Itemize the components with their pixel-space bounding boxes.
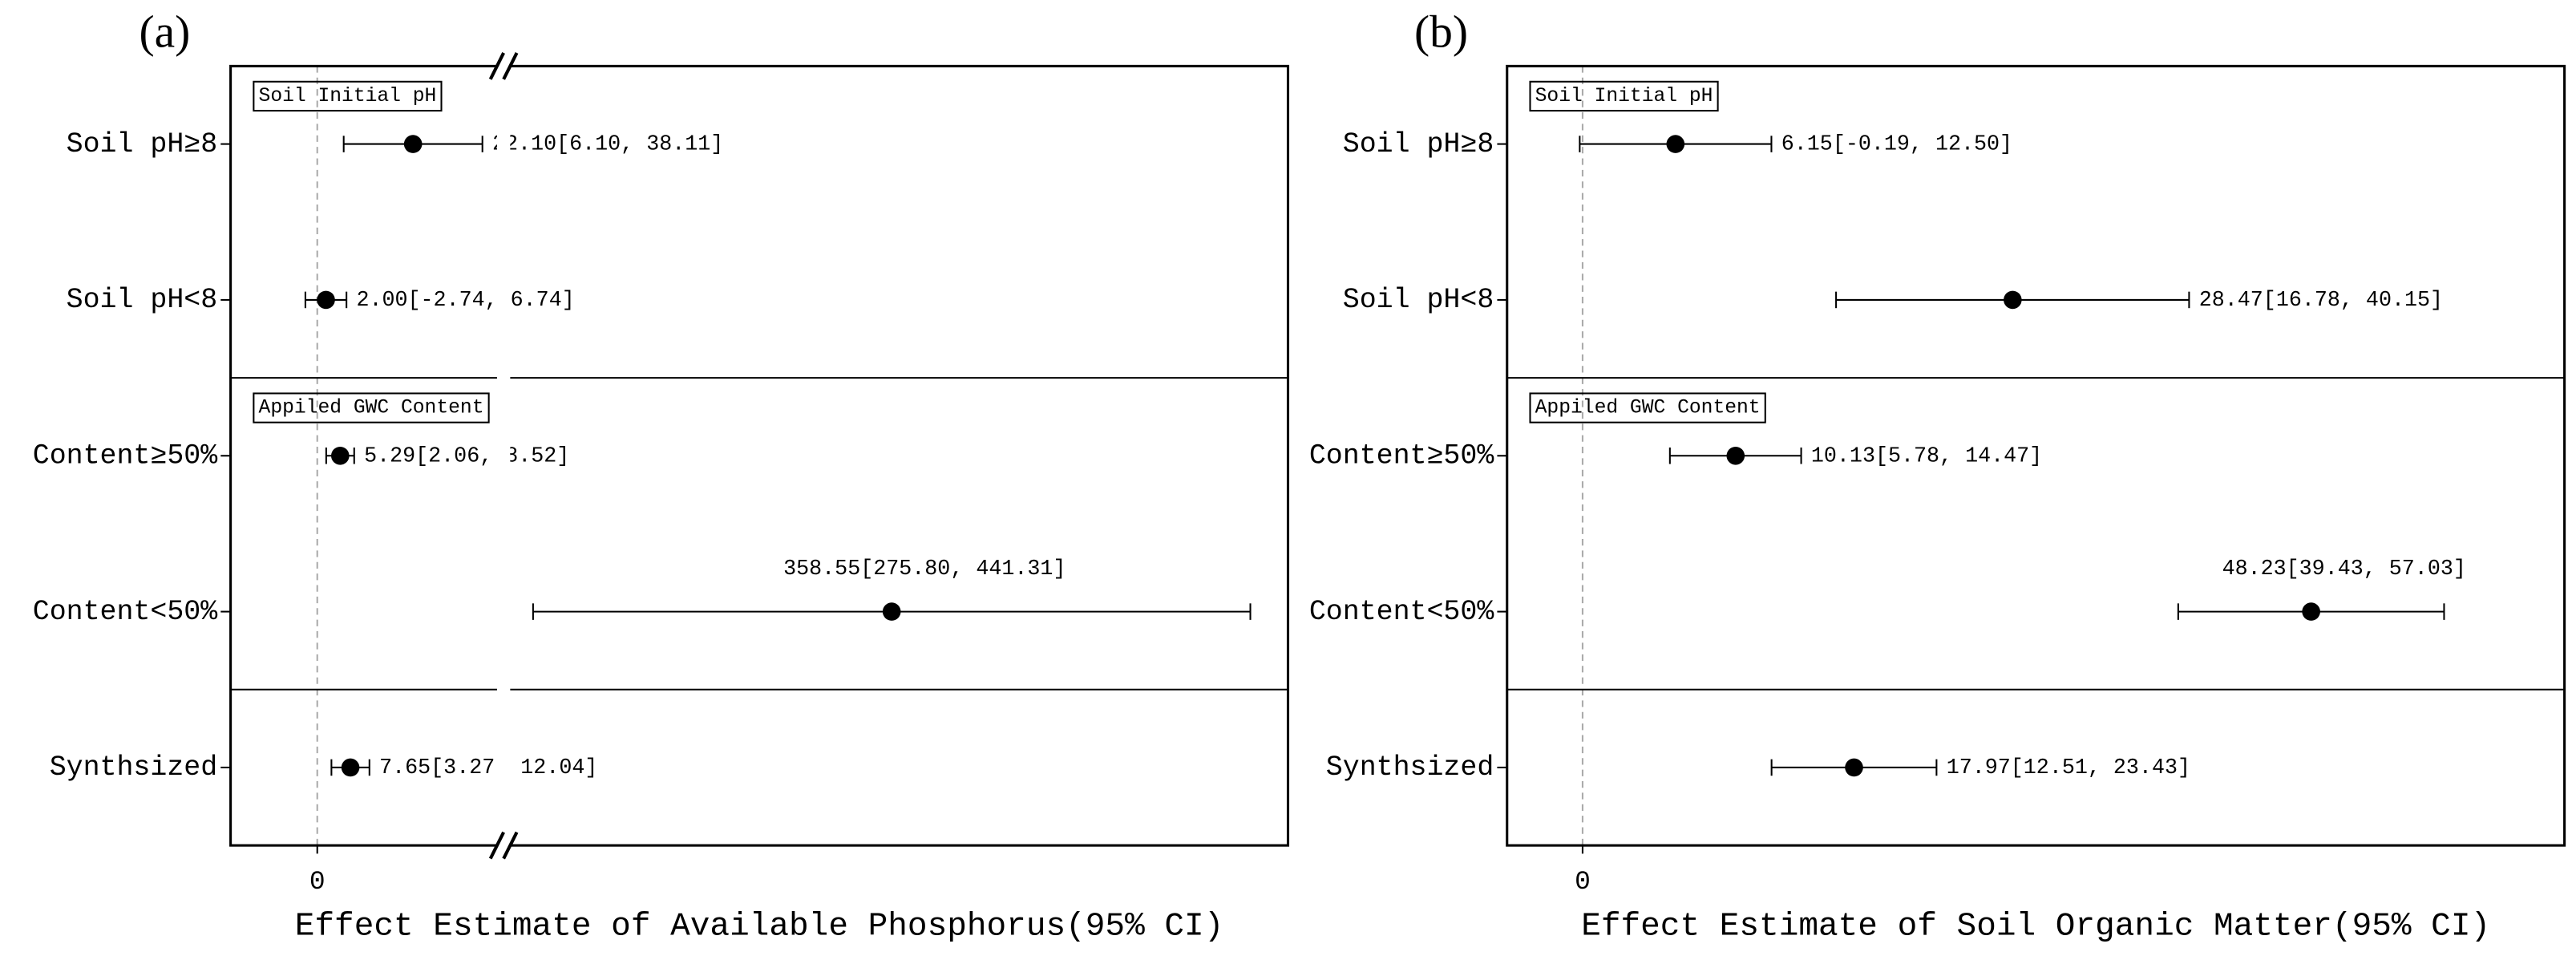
y-tick-label: Soil pH≥8 bbox=[67, 129, 218, 160]
point-estimate bbox=[317, 290, 335, 310]
y-tick-label: Soil pH<8 bbox=[1343, 285, 1494, 316]
value-label: 17.97[12.51, 23.43] bbox=[1947, 756, 2190, 780]
axis-break-gap bbox=[496, 59, 511, 853]
point-estimate bbox=[1666, 135, 1685, 153]
point-estimate bbox=[2302, 602, 2320, 621]
y-tick-label: Content<50% bbox=[1309, 597, 1494, 628]
plot-frame bbox=[1506, 64, 2566, 847]
y-tick-label: Content≥50% bbox=[33, 440, 217, 472]
y-tick-label: Soil pH≥8 bbox=[1343, 129, 1494, 160]
axis-break-mark bbox=[488, 52, 505, 80]
group-label-box bbox=[253, 392, 490, 423]
axis-break-mark bbox=[488, 831, 505, 860]
value-label: 22.10[6.10, 38.11] bbox=[492, 133, 723, 157]
value-label: 48.23[39.43, 57.03] bbox=[2222, 557, 2466, 581]
y-tick-label: Synthsized bbox=[50, 752, 217, 784]
group-label: Appiled GWC Content bbox=[1535, 397, 1761, 419]
point-estimate bbox=[331, 446, 350, 465]
point-estimate bbox=[403, 135, 423, 153]
y-tick-label: Synthsized bbox=[1326, 752, 1494, 784]
y-tick-label: Content<50% bbox=[33, 597, 217, 628]
x-tick-label: 0 bbox=[309, 867, 326, 897]
value-label: 6.15[-0.19, 12.50] bbox=[1781, 133, 2012, 157]
axis-break-mark bbox=[502, 831, 519, 860]
value-label: 7.65[3.27, 12.04] bbox=[379, 756, 597, 780]
group-label: Soil Initial pH bbox=[259, 85, 437, 107]
group-label-box bbox=[1529, 392, 1766, 423]
value-label: 358.55[275.80, 441.31] bbox=[783, 557, 1066, 581]
value-label: 5.29[2.06, 8.52] bbox=[364, 444, 569, 468]
x-axis-label: Effect Estimate of Available Phosphorus(… bbox=[295, 909, 1224, 946]
value-label: 10.13[5.78, 14.47] bbox=[1811, 444, 2042, 468]
point-estimate bbox=[2004, 290, 2022, 310]
x-tick-label: 0 bbox=[1575, 867, 1591, 897]
point-estimate bbox=[341, 758, 360, 777]
group-label: Soil Initial pH bbox=[1535, 85, 1713, 107]
plot-frame bbox=[229, 64, 1290, 847]
group-label-box bbox=[253, 80, 443, 112]
group-label-box bbox=[1529, 80, 1719, 112]
point-estimate bbox=[1845, 758, 1863, 777]
value-label: 28.47[16.78, 40.15] bbox=[2199, 289, 2443, 313]
panel-label: (b) bbox=[1414, 7, 1468, 58]
axis-break-mark bbox=[502, 52, 519, 80]
point-estimate bbox=[882, 602, 901, 621]
point-estimate bbox=[1726, 446, 1745, 465]
value-label: 2.00[-2.74, 6.74] bbox=[356, 289, 574, 313]
x-axis-label: Effect Estimate of Soil Organic Matter(9… bbox=[1581, 909, 2490, 946]
group-label: Appiled GWC Content bbox=[259, 397, 484, 419]
panel-label: (a) bbox=[140, 7, 191, 58]
y-tick-label: Content≥50% bbox=[1309, 440, 1494, 472]
y-tick-label: Soil pH<8 bbox=[67, 285, 218, 316]
